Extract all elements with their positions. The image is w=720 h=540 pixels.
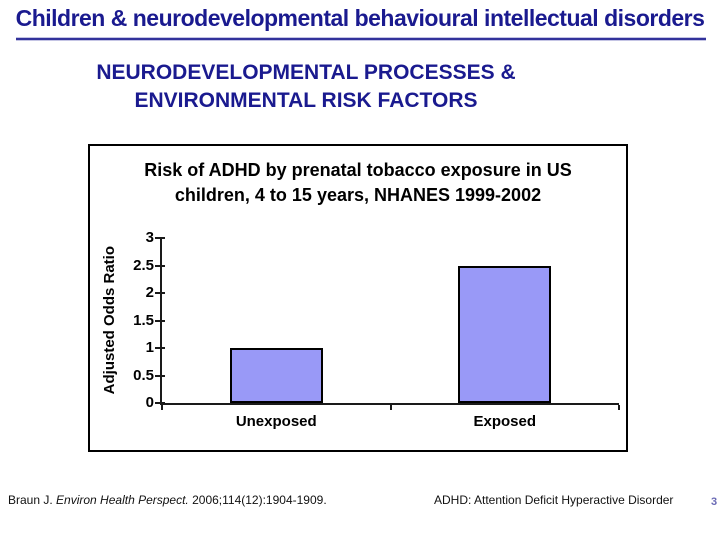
citation-journal: Environ Health Perspect. [56,493,189,507]
bar-exposed [458,265,552,403]
subtitle-line-2: ENVIRONMENTAL RISK FACTORS [134,89,478,112]
bar-chart: Risk of ADHD by prenatal tobacco exposur… [88,144,628,452]
y-axis-tick-label: 3 [145,229,154,246]
y-axis-tick [155,347,165,349]
chart-title-line-2: children, 4 to 15 years, NHANES 1999-200… [174,185,542,205]
citation: Braun J. Environ Health Perspect. 2006;1… [8,493,327,507]
plot-area: 0 0.5 1 1.5 2 2.5 3 Unexposed Exposed [133,230,620,430]
x-axis-category-label: Unexposed [235,413,317,430]
y-axis-tick-label: 1 [145,339,154,356]
citation-details: 2006;114(12):1904-1909. [188,493,327,507]
x-axis-tick [618,405,620,410]
y-axis-tick [155,292,165,294]
y-axis-tick-label: 0.5 [133,366,154,384]
x-axis-category-label: Exposed [473,413,537,430]
chart-title-line-1: Risk of ADHD by prenatal tobacco exposur… [144,160,572,180]
slide-number: 3 [711,496,718,508]
y-axis-tick [155,402,165,404]
slide-title: Children & neurodevelopmental behavioura… [15,5,705,31]
subtitle-line-1: NEURODEVELOPMENTAL PROCESSES & [96,61,516,84]
y-axis-tick-label: 2 [145,284,154,301]
y-axis-tick [155,264,165,267]
abbreviation-note: ADHD: Attention Deficit Hyperactive Diso… [434,493,674,507]
y-axis-tick-label: 2.5 [133,256,154,274]
x-axis-tick [161,405,163,410]
x-axis-tick [389,405,392,410]
title-underline [16,37,706,41]
y-axis-tick-label: 1.5 [133,311,154,329]
citation-author: Braun J. [8,493,57,507]
y-axis-tick-label: 0 [145,394,154,411]
bar-unexposed [229,348,323,403]
slide-subtitle: NEURODEVELOPMENTAL PROCESSES & ENVIRONME… [46,59,566,115]
y-axis-tick [155,237,165,239]
y-axis-tick [155,374,165,377]
y-axis-tick [155,319,165,322]
chart-title: Risk of ADHD by prenatal tobacco exposur… [90,158,626,208]
